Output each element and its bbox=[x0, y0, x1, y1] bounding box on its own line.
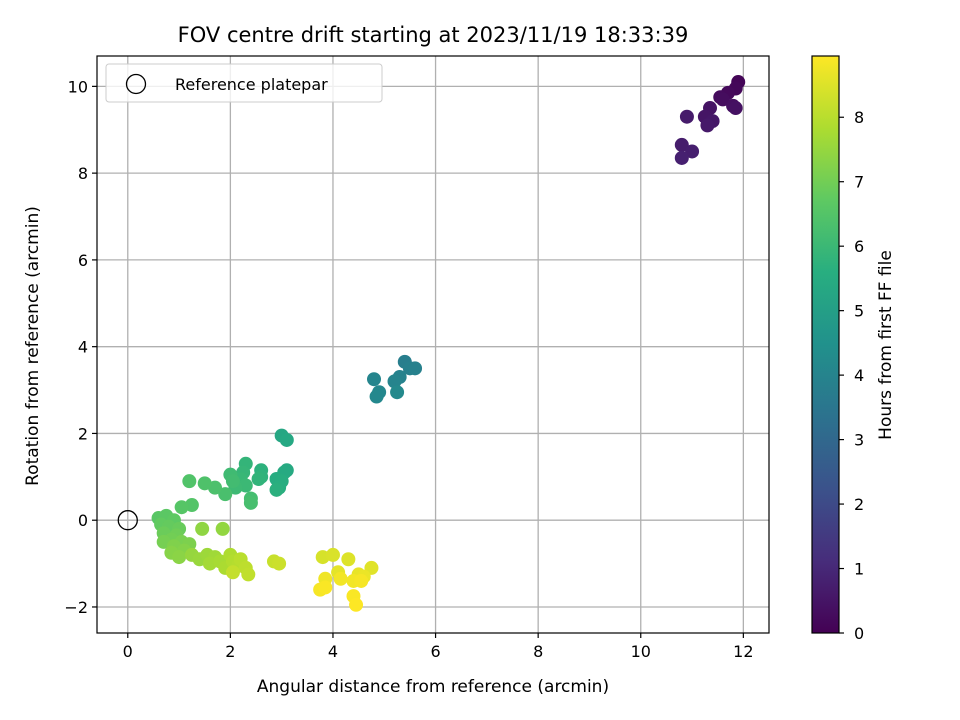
data-point bbox=[172, 550, 187, 565]
data-point bbox=[333, 571, 348, 586]
y-axis-ticks: −2 0 2 4 6 8 10 bbox=[64, 77, 97, 617]
colorbar-tick-label: 8 bbox=[854, 108, 864, 127]
x-tick-label: 0 bbox=[123, 642, 133, 661]
colorbar-tick-label: 7 bbox=[854, 173, 864, 192]
legend-box bbox=[105, 63, 383, 103]
y-tick-label: 6 bbox=[78, 251, 88, 270]
data-point bbox=[218, 487, 233, 502]
data-point bbox=[318, 580, 333, 595]
data-point bbox=[369, 389, 384, 404]
data-point bbox=[390, 385, 405, 400]
y-tick-label: 2 bbox=[78, 424, 88, 443]
data-point bbox=[269, 482, 284, 497]
reference-platepar-marker bbox=[117, 510, 138, 531]
data-point bbox=[674, 150, 689, 165]
y-tick-label: 10 bbox=[68, 77, 88, 96]
data-point bbox=[225, 474, 240, 489]
colorbar-tick-label: 0 bbox=[854, 624, 864, 643]
x-axis-label: Angular distance from reference (arcmin) bbox=[257, 677, 609, 697]
data-point bbox=[408, 361, 423, 376]
y-tick-label: 0 bbox=[78, 511, 88, 530]
legend-marker bbox=[125, 73, 147, 95]
colorbar-label: Hours from first FF file bbox=[876, 250, 896, 440]
colorbar-gradient bbox=[812, 56, 839, 633]
legend-label: Reference platepar bbox=[175, 75, 328, 94]
data-point bbox=[387, 374, 402, 389]
colorbar-tick-label: 6 bbox=[854, 237, 864, 256]
data-point bbox=[700, 118, 715, 133]
data-point bbox=[197, 476, 212, 491]
data-point bbox=[225, 565, 240, 580]
colorbar-ticks: 0 1 2 3 4 5 6 7 8 bbox=[839, 108, 864, 643]
y-axis-label: Rotation from reference (arcmin) bbox=[23, 206, 43, 486]
grid-lines bbox=[97, 56, 769, 633]
colorbar-tick-label: 1 bbox=[854, 560, 864, 579]
data-point bbox=[325, 547, 340, 562]
x-tick-label: 8 bbox=[533, 642, 543, 661]
data-point bbox=[674, 137, 689, 152]
colorbar-tick-label: 5 bbox=[854, 302, 864, 321]
x-tick-label: 6 bbox=[430, 642, 440, 661]
data-point bbox=[279, 432, 294, 447]
data-point bbox=[728, 101, 743, 116]
data-point bbox=[243, 495, 258, 510]
y-tick-label: −2 bbox=[64, 598, 88, 617]
reference-marker bbox=[117, 510, 138, 531]
x-tick-label: 4 bbox=[328, 642, 338, 661]
colorbar-tick-label: 2 bbox=[854, 495, 864, 514]
x-tick-label: 2 bbox=[225, 642, 235, 661]
data-point bbox=[215, 521, 230, 536]
data-point bbox=[241, 567, 256, 582]
data-point bbox=[174, 500, 189, 515]
plot-frame bbox=[96, 55, 770, 634]
data-point bbox=[685, 144, 700, 159]
x-tick-label: 12 bbox=[733, 642, 753, 661]
x-axis-ticks: 0 2 4 6 8 10 12 bbox=[123, 633, 754, 661]
data-point bbox=[715, 92, 730, 107]
data-point bbox=[679, 109, 694, 124]
data-point bbox=[341, 552, 356, 567]
data-point bbox=[354, 573, 369, 588]
data-points bbox=[151, 75, 746, 612]
data-point bbox=[251, 471, 266, 486]
colorbar: 0 1 2 3 4 5 6 7 8 Hours from first FF file bbox=[811, 55, 896, 643]
x-tick-label: 10 bbox=[631, 642, 651, 661]
colorbar-frame bbox=[811, 55, 840, 634]
data-point bbox=[272, 556, 287, 571]
y-tick-label: 8 bbox=[78, 164, 88, 183]
data-point bbox=[349, 597, 364, 612]
data-point bbox=[367, 372, 382, 387]
colorbar-tick-label: 4 bbox=[854, 366, 864, 385]
y-tick-label: 4 bbox=[78, 338, 88, 357]
chart-title: FOV centre drift starting at 2023/11/19 … bbox=[178, 23, 689, 47]
colorbar-tick-label: 3 bbox=[854, 431, 864, 450]
data-point bbox=[182, 474, 197, 489]
data-point bbox=[195, 521, 210, 536]
legend: Reference platepar bbox=[105, 63, 383, 103]
